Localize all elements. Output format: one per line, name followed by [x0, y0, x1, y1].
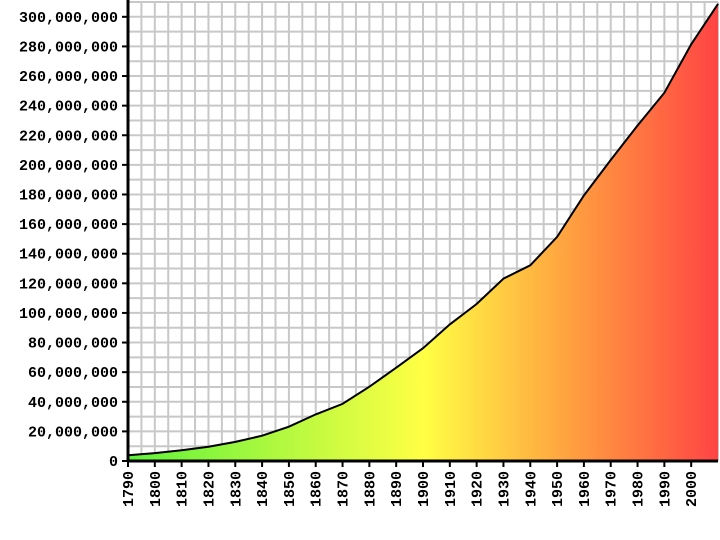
y-tick-label: 300,000,000	[19, 10, 118, 27]
x-tick-label: 1820	[201, 471, 218, 507]
y-tick-label: 140,000,000	[19, 247, 118, 264]
x-tick-labels: 1790 1800 1810 1820 1830 1840 1850 1860 1870 1880…	[121, 471, 701, 507]
x-tick-label: 1890	[389, 471, 406, 507]
x-tick-label: 1980	[631, 471, 648, 507]
x-tick-label: 1990	[657, 471, 674, 507]
y-tick-label: 180,000,000	[19, 187, 118, 204]
y-tick-label: 60,000,000	[28, 365, 118, 382]
x-tick-label: 1850	[282, 471, 299, 507]
y-tick-label: 100,000,000	[19, 306, 118, 323]
y-tick-label: 0	[109, 454, 118, 471]
y-tick-label: 40,000,000	[28, 395, 118, 412]
x-tick-label: 1950	[550, 471, 567, 507]
x-tick-label: 1860	[309, 471, 326, 507]
y-tick-label: 80,000,000	[28, 336, 118, 353]
y-tick-label: 120,000,000	[19, 276, 118, 293]
y-tick-label: 260,000,000	[19, 69, 118, 86]
y-tick-label: 160,000,000	[19, 217, 118, 234]
population-line	[127, 3, 719, 457]
x-tick-label: 1970	[604, 471, 621, 507]
population-area	[128, 3, 718, 462]
y-tick-labels: 0 20,000,000 40,000,000 60,000,000 80,000,00…	[19, 10, 118, 471]
x-tick-label: 1910	[443, 471, 460, 507]
x-tick-label: 1920	[470, 471, 487, 507]
x-tick-label: 1930	[496, 471, 513, 507]
x-tick-label: 1900	[416, 471, 433, 507]
x-tick-label: 1940	[523, 471, 540, 507]
x-tick-label: 1960	[577, 471, 594, 507]
x-tick-label: 2000	[684, 471, 701, 507]
x-tick-label: 1880	[362, 471, 379, 507]
y-tick-label: 240,000,000	[19, 99, 118, 116]
y-tick-label: 200,000,000	[19, 158, 118, 175]
x-tick-label: 1810	[175, 471, 192, 507]
x-tick-label: 1800	[148, 471, 165, 507]
x-tick-label: 1870	[336, 471, 353, 507]
y-tick-label: 220,000,000	[19, 128, 118, 145]
x-tick-label: 1830	[228, 471, 245, 507]
axes	[122, 0, 718, 467]
y-tick-label: 280,000,000	[19, 39, 118, 56]
y-tick-label: 20,000,000	[28, 424, 118, 441]
x-tick-label: 1840	[255, 471, 272, 507]
x-tick-label: 1790	[121, 471, 138, 507]
